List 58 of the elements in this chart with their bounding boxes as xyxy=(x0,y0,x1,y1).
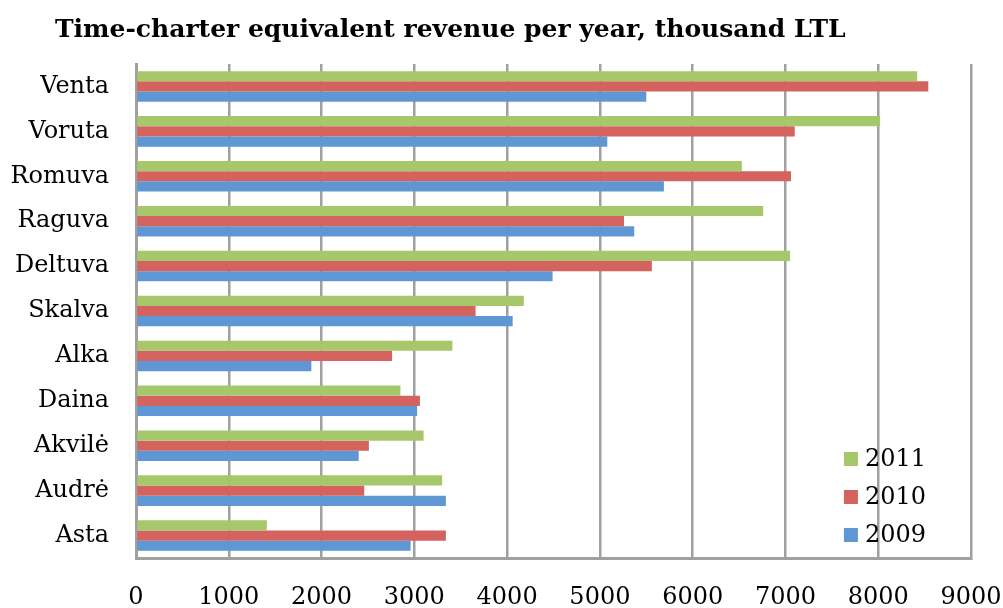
bar xyxy=(137,450,359,461)
bar xyxy=(137,81,929,92)
bar xyxy=(137,361,312,372)
x-tick-label: 9000 xyxy=(940,581,1002,608)
chart-title: Time-charter equivalent revenue per year, thousand LTL xyxy=(55,14,846,44)
bar xyxy=(137,126,795,137)
bar xyxy=(137,520,267,531)
bar xyxy=(137,475,443,486)
bar xyxy=(137,495,446,506)
bar xyxy=(137,530,446,541)
x-tick-label: 3000 xyxy=(383,581,445,608)
y-tick-label: Venta xyxy=(39,70,109,99)
bar xyxy=(137,430,424,441)
bar xyxy=(137,540,411,551)
bar xyxy=(137,395,420,406)
bar xyxy=(137,216,625,227)
bar xyxy=(137,350,393,361)
bar xyxy=(137,226,635,237)
bar xyxy=(137,116,881,127)
x-tick-label: 7000 xyxy=(754,581,816,608)
x-tick-label: 8000 xyxy=(847,581,909,608)
bar xyxy=(137,305,476,317)
legend-label: 2011 xyxy=(864,444,926,473)
x-tick-label: 0 xyxy=(128,581,144,608)
bar xyxy=(137,440,369,451)
y-tick-label: Daina xyxy=(38,385,109,414)
y-tick-label: Audrė xyxy=(34,474,109,503)
y-tick-label: Raguva xyxy=(17,205,109,234)
y-tick-label: Asta xyxy=(54,519,109,548)
y-tick-label: Romuva xyxy=(10,160,109,189)
bar xyxy=(137,261,652,272)
bar xyxy=(137,71,918,82)
bar xyxy=(137,271,553,282)
x-tick-label: 5000 xyxy=(569,581,631,608)
bar xyxy=(137,181,664,192)
y-tick-label: Deltuva xyxy=(14,250,109,279)
y-tick-label: Skalva xyxy=(28,295,109,324)
bar xyxy=(137,136,608,147)
x-tick-label: 4000 xyxy=(476,581,538,608)
bar xyxy=(137,161,742,172)
bar xyxy=(137,316,513,327)
legend-label: 2009 xyxy=(864,520,926,549)
bar xyxy=(137,340,453,351)
bar xyxy=(137,205,764,217)
y-tick-label: Akvilė xyxy=(33,429,109,458)
x-tick-label: 1000 xyxy=(198,581,260,608)
bar xyxy=(137,250,791,261)
legend-label: 2010 xyxy=(864,482,926,511)
bar xyxy=(137,405,418,417)
y-tick-label: Voruta xyxy=(27,115,109,144)
y-tick-label: Alka xyxy=(54,340,109,369)
bar xyxy=(137,385,401,396)
bar xyxy=(137,91,647,102)
x-tick-label: 6000 xyxy=(662,581,724,608)
bar xyxy=(137,171,792,182)
bar xyxy=(137,485,365,496)
bar xyxy=(137,295,524,306)
x-tick-label: 2000 xyxy=(291,581,353,608)
